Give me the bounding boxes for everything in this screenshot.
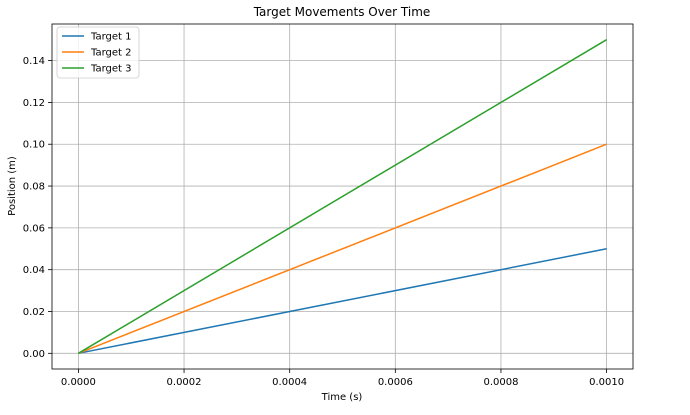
x-tick-label: 0.0006 — [378, 377, 413, 388]
legend-label-target-1: Target 1 — [90, 32, 131, 43]
x-tick-label: 0.0000 — [61, 377, 96, 388]
plot-frame — [51, 23, 634, 370]
grid-lines — [52, 24, 633, 369]
y-tick-label: 0.04 — [23, 265, 45, 276]
series-lines — [78, 39, 607, 355]
series-line-target-3 — [78, 39, 607, 354]
y-axis-ticks: 0.00 0.02 0.04 0.06 0.08 0.10 0.12 0.14 — [23, 56, 52, 360]
legend-label-target-2: Target 2 — [90, 48, 131, 59]
x-tick-label: 0.0010 — [589, 377, 624, 388]
legend: Target 1 Target 2 Target 3 — [56, 26, 140, 79]
x-axis-ticks: 0.0000 0.0002 0.0004 0.0006 0.0008 0.0010 — [61, 369, 624, 388]
y-tick-label: 0.06 — [23, 223, 45, 234]
y-tick-label: 0.10 — [23, 140, 45, 151]
y-tick-label: 0.14 — [23, 56, 45, 67]
series-line-target-1 — [78, 248, 607, 355]
series-line-target-2 — [78, 143, 607, 355]
y-tick-label: 0.00 — [23, 349, 45, 360]
y-tick-label: 0.08 — [23, 182, 45, 193]
x-tick-label: 0.0002 — [167, 377, 202, 388]
chart-title: Target Movements Over Time — [253, 5, 431, 19]
legend-label-target-3: Target 3 — [90, 64, 131, 75]
x-tick-label: 0.0008 — [483, 377, 518, 388]
x-tick-label: 0.0004 — [272, 377, 307, 388]
legend-box — [56, 26, 140, 79]
y-axis-label: Position (m) — [7, 156, 18, 216]
x-axis-label: Time (s) — [321, 392, 363, 403]
y-tick-label: 0.12 — [23, 98, 45, 109]
y-tick-label: 0.02 — [23, 307, 45, 318]
